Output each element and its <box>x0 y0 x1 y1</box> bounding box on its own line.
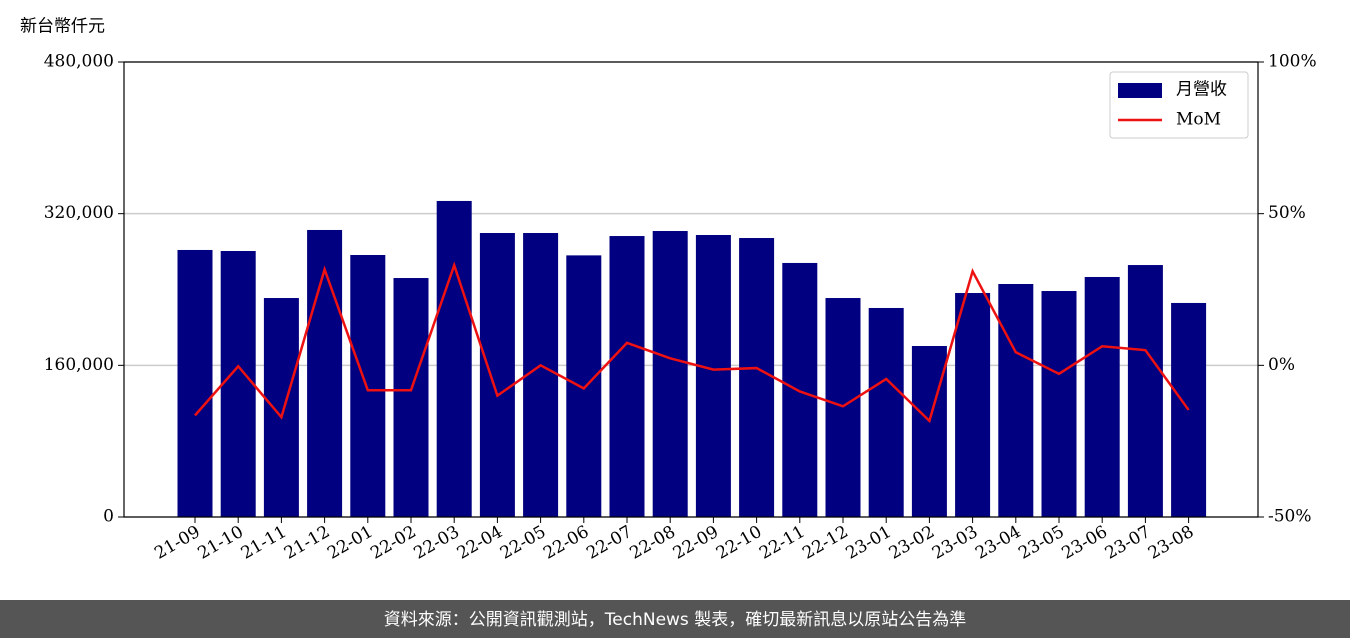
bar <box>566 255 602 517</box>
x-tick-label: 22-05 <box>497 522 549 564</box>
x-tick-label: 21-11 <box>238 522 290 564</box>
plot-frame <box>123 61 1259 518</box>
x-tick-label: 23-05 <box>1015 522 1067 564</box>
x-tick-label: 22-06 <box>540 522 592 564</box>
bar <box>782 262 818 517</box>
x-tick-label: 22-02 <box>367 522 419 564</box>
bar <box>955 293 991 517</box>
footer-bar <box>0 600 1350 638</box>
bar <box>436 200 472 517</box>
bar <box>1041 291 1077 517</box>
legend-label: 月營收 <box>1176 80 1227 100</box>
bar <box>1127 265 1163 517</box>
y2-tick-label: 50% <box>1268 203 1306 223</box>
x-tick-label: 22-04 <box>454 522 506 564</box>
x-tick-label: 22-10 <box>713 522 765 564</box>
footer: 資料來源：公開資訊觀測站，TechNews 製表，確切最新訊息以原站公告為準 <box>384 610 966 630</box>
x-tick-label: 22-03 <box>411 522 463 564</box>
x-tick-label: 23-03 <box>929 522 981 564</box>
bar <box>263 298 299 517</box>
bar <box>393 278 429 517</box>
x-tick-label: 23-07 <box>1102 522 1154 564</box>
bar <box>998 284 1034 517</box>
x-tick-label: 22-08 <box>627 522 679 564</box>
line <box>194 261 1190 424</box>
y-tick-label: 480,000 <box>44 52 114 72</box>
x-tick-label: 22-01 <box>324 522 376 564</box>
x-tick-label: 22-11 <box>756 522 808 564</box>
bar <box>307 229 343 518</box>
x-tick-label: 22-09 <box>670 522 722 564</box>
x-tick-label: 23-02 <box>886 522 938 564</box>
bar <box>220 251 256 517</box>
x-tick-label: 22-12 <box>799 522 851 564</box>
y-tick-label: 160,000 <box>44 355 114 375</box>
y2-tick-label: 0% <box>1268 355 1295 375</box>
x-tick-label: 23-04 <box>972 522 1024 564</box>
bar <box>868 307 904 517</box>
y-axis-label: 新台幣仟元 <box>20 17 105 37</box>
x-tick-label: 23-08 <box>1145 522 1197 564</box>
bar <box>911 345 947 517</box>
bar <box>652 231 688 517</box>
x-tick-label: 23-01 <box>843 522 895 564</box>
x-tick-label: 21-10 <box>195 522 247 564</box>
legend-swatch <box>1118 83 1162 98</box>
bar <box>609 236 645 517</box>
bar <box>350 254 386 517</box>
bar <box>739 238 775 517</box>
y-tick-label: 0 <box>103 507 114 527</box>
bar <box>177 249 213 518</box>
bar <box>1171 302 1207 517</box>
x-tick-label: 23-06 <box>1059 522 1111 564</box>
legend-label: MoM <box>1176 110 1221 130</box>
x-tick-label: 21-09 <box>151 522 203 564</box>
y2-tick-label: -50% <box>1268 507 1312 527</box>
bar <box>1084 276 1120 517</box>
y2-tick-label: 100% <box>1268 52 1317 72</box>
x-tick-label: 22-07 <box>583 522 635 564</box>
bar <box>695 234 731 517</box>
x-tick-label: 21-12 <box>281 522 333 564</box>
y-tick-label: 320,000 <box>44 203 114 223</box>
bar <box>479 233 515 518</box>
